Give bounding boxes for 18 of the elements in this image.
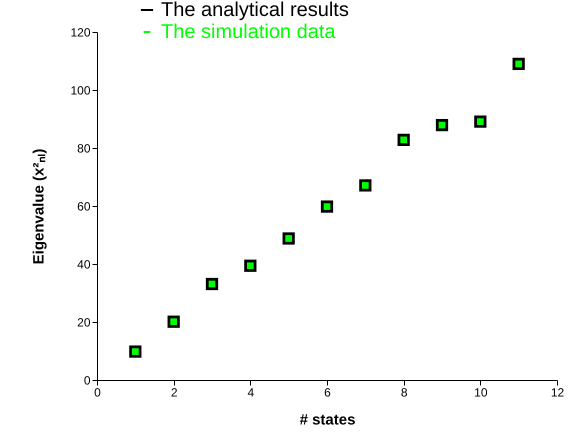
legend-label: The simulation data xyxy=(161,21,336,43)
y-tick-label: 80 xyxy=(77,142,91,156)
legend-label: The analytical results xyxy=(161,0,349,21)
y-tick-label: 120 xyxy=(70,26,91,40)
x-tick-label: 0 xyxy=(94,386,102,400)
x-axis-title: # states xyxy=(300,412,356,428)
x-tick-label: 8 xyxy=(400,386,408,400)
y-tick-label: 100 xyxy=(70,84,91,98)
y-tick-label: 60 xyxy=(77,200,91,214)
x-tick-label: 2 xyxy=(170,386,178,400)
y-tick-label: 40 xyxy=(77,258,91,272)
x-tick-label: 10 xyxy=(474,386,488,400)
x-tick-label: 4 xyxy=(247,386,254,400)
x-tick-label: 6 xyxy=(324,386,332,400)
x-tick-label: 12 xyxy=(550,386,564,400)
y-axis-title: Eigenvalue (x²ₙₗ) xyxy=(30,148,48,264)
y-tick-label: 20 xyxy=(77,316,91,330)
y-tick-label: 0 xyxy=(84,374,91,388)
